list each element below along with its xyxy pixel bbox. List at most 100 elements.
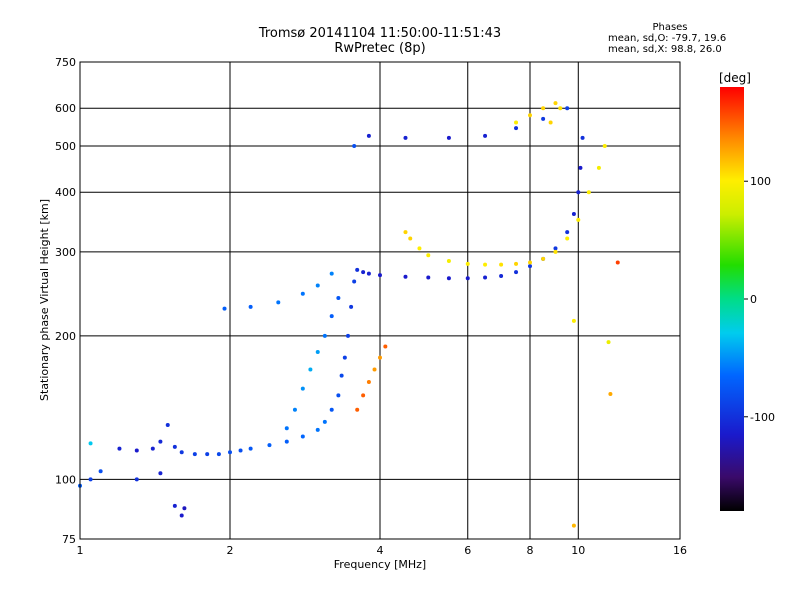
data-point-o	[352, 279, 357, 284]
data-point-x	[596, 165, 601, 170]
colorbar-ticks: 100 0 -100	[744, 175, 775, 424]
x-axis-ticks: 1 2 4 6 8 10 16	[77, 544, 688, 557]
data-point-o	[179, 450, 184, 455]
x-tick-label: 16	[673, 544, 687, 557]
data-point-x	[514, 261, 519, 266]
data-point-x	[602, 143, 607, 148]
data-point-o	[150, 446, 155, 451]
data-point-o	[426, 275, 431, 280]
data-point-x	[558, 106, 563, 111]
data-point-o	[88, 477, 93, 482]
data-point-o	[300, 434, 305, 439]
data-point-o	[578, 165, 583, 170]
data-point-x	[548, 120, 553, 125]
data-point-o	[339, 373, 344, 378]
colorbar-tick-label: -100	[750, 411, 775, 424]
y-tick-label: 200	[55, 330, 76, 343]
data-point-o	[179, 513, 184, 518]
phase-statistics: Phases mean, sd,O: -79.7, 19.6 mean, sd,…	[590, 22, 750, 55]
colorbar	[720, 87, 744, 511]
data-point-x	[528, 260, 532, 265]
y-tick-label: 300	[55, 246, 76, 259]
y-tick-label: 500	[55, 140, 76, 153]
data-point-o	[300, 291, 305, 296]
data-point-o	[222, 306, 227, 311]
data-point-o	[205, 452, 210, 457]
data-point-x	[403, 230, 408, 235]
data-point-o	[276, 300, 281, 305]
data-point-o	[329, 271, 334, 276]
data-point-o	[342, 355, 347, 360]
colorbar-tick-label: 0	[750, 293, 757, 306]
data-point-o	[541, 116, 546, 121]
phase-stats-label: Phases	[652, 22, 688, 33]
colorbar-unit: [deg]	[719, 71, 751, 85]
data-point-o	[248, 304, 253, 309]
data-point-o	[499, 273, 504, 278]
data-point-x	[355, 407, 360, 412]
colorbar-tick-label: 100	[750, 175, 771, 188]
data-point-x	[553, 249, 558, 254]
data-point-o	[553, 246, 558, 251]
data-point-x	[615, 260, 620, 265]
data-point-x	[608, 392, 613, 397]
data-point-o	[315, 427, 320, 432]
data-point-x	[565, 236, 570, 241]
data-point-x	[606, 340, 611, 345]
data-point-o	[349, 304, 354, 309]
data-point-o	[315, 349, 320, 354]
data-point-o	[336, 296, 341, 301]
data-point-x	[417, 246, 422, 251]
data-point-o	[565, 230, 570, 235]
data-point-o	[267, 443, 272, 448]
y-axis-ticks: 750 600 500 400 300 200 100 75	[55, 56, 76, 546]
data-point-o	[172, 444, 177, 449]
y-tick-label: 75	[62, 533, 76, 546]
data-point-o	[446, 135, 451, 140]
data-point-o	[483, 133, 488, 138]
plot-frame	[79, 61, 681, 540]
data-point-o	[571, 212, 576, 217]
chart-title: Tromsø 20141104 11:50:00-11:51:43	[258, 26, 502, 41]
x-tick-label: 10	[571, 544, 585, 557]
data-point-x	[366, 380, 371, 385]
data-point-o	[158, 439, 163, 444]
y-axis-label: Stationary phase Virtual Height [km]	[38, 199, 51, 401]
data-point-o	[284, 439, 289, 444]
x-axis-label: Frequency [MHz]	[334, 558, 426, 571]
data-point-o	[576, 190, 581, 195]
data-point-o	[315, 283, 320, 288]
data-point-x	[571, 523, 576, 528]
data-point-o	[403, 274, 408, 279]
data-point-x	[408, 236, 413, 241]
data-point-o	[361, 270, 366, 275]
data-point-o	[322, 333, 327, 338]
x-tick-label: 2	[227, 544, 234, 557]
data-point-o	[352, 143, 357, 148]
data-point-o	[88, 441, 93, 446]
data-point-x	[541, 106, 546, 111]
data-point-o	[329, 407, 334, 412]
data-points	[78, 101, 620, 528]
data-point-x	[514, 120, 519, 125]
data-point-x	[571, 318, 576, 323]
y-tick-label: 400	[55, 186, 76, 199]
data-point-o	[366, 133, 371, 138]
data-point-x	[383, 344, 388, 349]
data-point-o	[465, 276, 470, 281]
y-tick-label: 750	[55, 56, 76, 69]
x-tick-label: 6	[464, 544, 471, 557]
y-tick-label: 600	[55, 102, 76, 115]
data-point-x	[372, 367, 377, 372]
data-point-o	[528, 264, 532, 269]
data-point-x	[586, 190, 591, 195]
data-point-x	[576, 217, 581, 222]
plot-grid	[79, 61, 681, 540]
data-point-o	[446, 276, 451, 281]
data-point-o	[483, 275, 488, 280]
data-point-o	[355, 267, 360, 272]
data-point-o	[172, 503, 177, 508]
data-point-o	[336, 393, 341, 398]
data-point-o	[329, 314, 334, 319]
data-point-x	[499, 262, 504, 267]
